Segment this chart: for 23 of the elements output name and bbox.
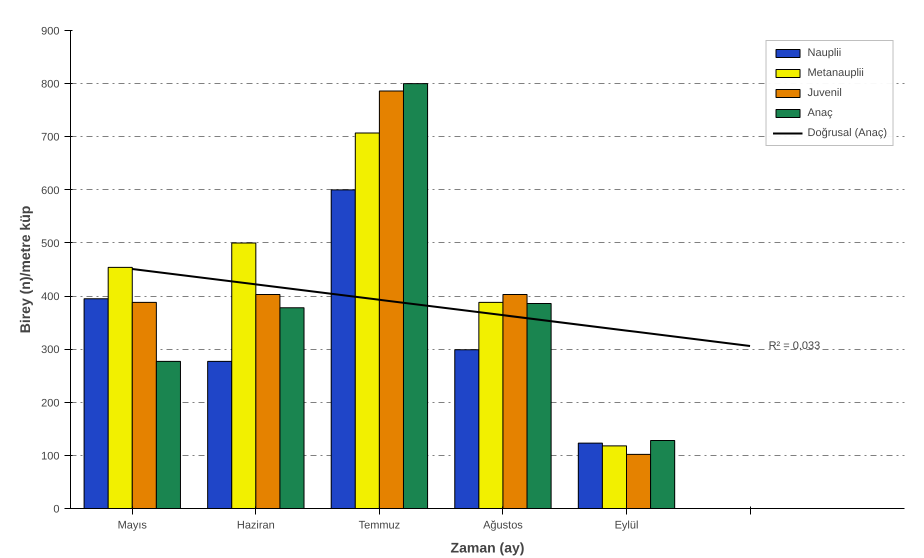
y-tick-label: 900 (41, 26, 60, 38)
y-axis-title: Birey (n)/metre küp (17, 206, 34, 334)
x-axis-title: Zaman (ay) (450, 540, 524, 556)
y-tick-label: 200 (41, 397, 60, 410)
x-tick-label: Mayıs (118, 520, 148, 532)
legend-label: Metanauplii (808, 67, 864, 79)
legend-label: Nauplii (808, 47, 842, 59)
legend-label: Anaç (808, 107, 833, 119)
x-tick-label: Eylül (614, 520, 638, 532)
y-tick-label: 100 (41, 450, 60, 462)
y-tick-label: 700 (41, 132, 60, 144)
y-tick-label: 300 (41, 344, 60, 356)
x-tick-label: Ağustos (483, 520, 524, 532)
y-tick-label: 600 (41, 184, 60, 197)
y-tick-label: 400 (41, 291, 60, 304)
y-tick-label: 800 (41, 78, 60, 91)
y-tick-label: 500 (41, 238, 60, 250)
legend-label: Doğrusal (Anaç) (808, 127, 887, 139)
annotation: R² = 0,033 (768, 340, 820, 352)
x-tick-label: Haziran (236, 520, 275, 532)
legend-label: Juvenil (808, 87, 842, 99)
x-tick-label: Temmuz (358, 520, 400, 532)
y-tick-label: 0 (53, 504, 60, 516)
